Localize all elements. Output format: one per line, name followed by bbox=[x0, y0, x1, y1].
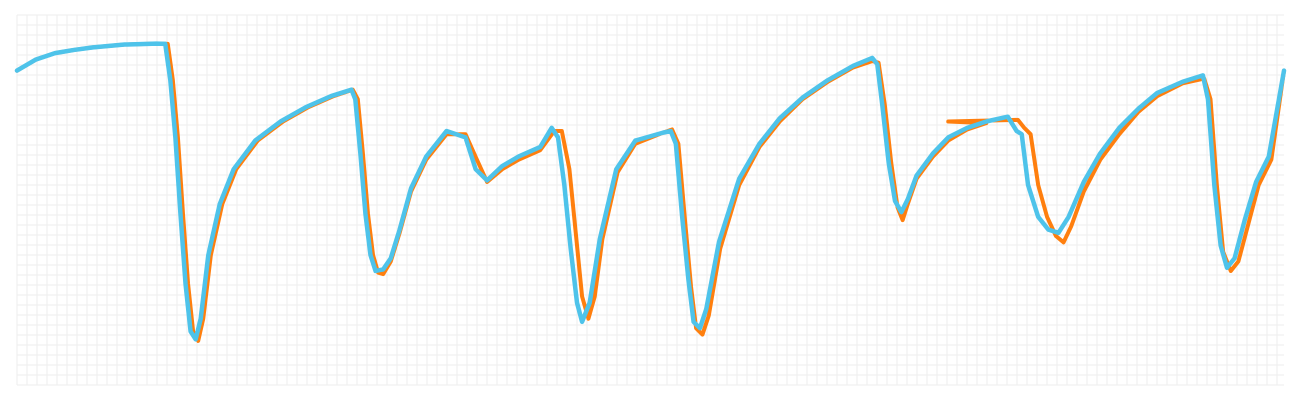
series-line-2 bbox=[14, 41, 1287, 342]
series-layer bbox=[14, 41, 1287, 343]
grid bbox=[16, 14, 1284, 386]
